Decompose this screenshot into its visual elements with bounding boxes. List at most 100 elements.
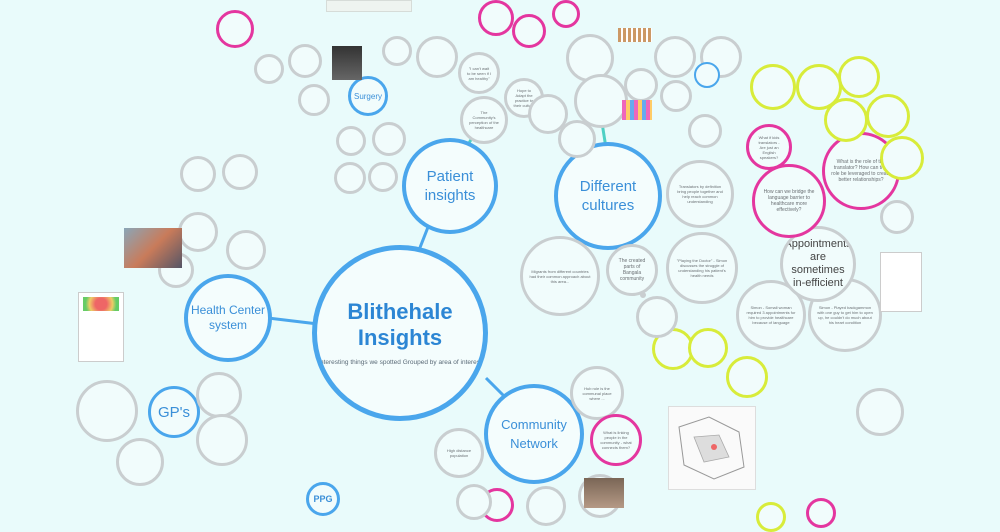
small-circle[interactable] — [558, 120, 596, 158]
small-circle — [640, 292, 646, 298]
note-text: What if kids translators - Are just an E… — [758, 134, 780, 160]
small-blue-circle[interactable] — [694, 62, 720, 88]
note-trust[interactable]: "I can't wait to be seen if I am healthy… — [458, 52, 500, 94]
question-kids-translators[interactable]: What if kids translators - Are just an E… — [746, 124, 792, 170]
poster-thumbnail — [880, 252, 922, 312]
prezi-canvas: Blithehale Insights Interesting things w… — [76, 0, 924, 532]
map-icon — [678, 416, 745, 480]
main-circle[interactable]: Blithehale Insights Interesting things w… — [312, 245, 488, 421]
small-circle[interactable] — [856, 388, 904, 436]
question-top-2[interactable] — [512, 14, 546, 48]
idea-5[interactable] — [866, 94, 910, 138]
hub-surgery[interactable]: Surgery — [348, 76, 388, 116]
idea-8[interactable] — [688, 328, 728, 368]
note-text: Hope to Adapt the practice to their cult… — [513, 88, 535, 108]
small-circle[interactable] — [368, 162, 398, 192]
idea-1[interactable] — [750, 64, 796, 110]
small-circle[interactable] — [528, 94, 568, 134]
chart-thumbnail — [618, 28, 652, 42]
question-top-left[interactable] — [216, 10, 254, 48]
hub-label: GP's — [157, 403, 191, 421]
note-text: Translators by definition bring people t… — [677, 184, 723, 204]
question-what-linking[interactable]: What is linking people in the community … — [590, 414, 642, 466]
clinic-photo — [124, 228, 182, 268]
note-text: Migrants from different countries had th… — [529, 268, 591, 284]
main-title: Blithehale Insights — [347, 299, 453, 350]
small-circle[interactable] — [526, 486, 566, 526]
note-appointments[interactable]: Appointments are sometimes in-efficient — [780, 226, 856, 302]
small-circle[interactable] — [336, 126, 366, 156]
small-circle[interactable] — [76, 380, 138, 442]
note-community-perception[interactable]: The Community's perception of the health… — [460, 96, 508, 144]
small-circle[interactable] — [456, 484, 492, 520]
small-circle[interactable] — [222, 154, 258, 190]
question-bridge-language[interactable]: How can we bridge the language barrier t… — [752, 164, 826, 238]
note-migrants[interactable]: Migrants from different countries had th… — [520, 236, 600, 316]
device-photo — [332, 46, 362, 80]
hub-ppg[interactable]: PPG — [306, 482, 340, 516]
hub-label: Health Center system — [190, 303, 266, 332]
note-translators[interactable]: Translators by definition bring people t… — [666, 160, 734, 228]
small-circle[interactable] — [654, 36, 696, 78]
small-circle[interactable] — [334, 162, 366, 194]
small-circle[interactable] — [372, 122, 406, 156]
small-circle[interactable] — [636, 296, 678, 338]
small-circle[interactable] — [624, 68, 658, 102]
hub-gps[interactable]: GP's — [148, 386, 200, 438]
note-created-parts[interactable]: The created parts of Bangala community — [606, 244, 658, 296]
note-text: Simon - Somali woman required 3 appointm… — [746, 305, 796, 325]
note-text: "I can't wait to be seen if I am healthy… — [467, 65, 492, 81]
small-circle[interactable] — [298, 84, 330, 116]
note-text: "Playing the Doctor" - Simon discusses t… — [676, 258, 728, 278]
top-thumbnail — [326, 0, 412, 12]
idea-9[interactable] — [726, 356, 768, 398]
note-hub-role[interactable]: Hub role is the communal place where ... — [570, 366, 624, 420]
small-circle[interactable] — [196, 372, 242, 418]
question-bottom-right[interactable] — [806, 498, 836, 528]
small-circle[interactable] — [288, 44, 322, 78]
idea-10[interactable] — [756, 502, 786, 532]
leaflet-graphic — [83, 297, 119, 311]
small-circle[interactable] — [180, 156, 216, 192]
small-circle[interactable] — [226, 230, 266, 270]
hub-label: Different cultures — [579, 178, 637, 214]
connector-community — [484, 376, 506, 398]
hub-different-cultures[interactable]: Different cultures — [554, 142, 662, 250]
group-photo — [584, 478, 624, 508]
note-playing-doctor[interactable]: "Playing the Doctor" - Simon discusses t… — [666, 232, 738, 304]
connector-health-center — [267, 316, 319, 326]
hub-label: Patient insights — [424, 168, 476, 204]
note-text: The Community's perception of the health… — [469, 110, 499, 130]
hub-patient-insights[interactable]: Patient insights — [402, 138, 498, 234]
question-top-1[interactable] — [478, 0, 514, 36]
main-subtitle: Interesting things we spotted Grouped by… — [318, 359, 482, 366]
idea-6[interactable] — [880, 136, 924, 180]
hub-label: Surgery — [353, 91, 382, 101]
map-thumbnail — [668, 406, 756, 490]
note-text: Simon - Played backgammon with one guy t… — [817, 305, 873, 325]
small-circle[interactable] — [880, 200, 914, 234]
note-text: What is the role of the translator? How … — [831, 159, 891, 183]
small-circle[interactable] — [254, 54, 284, 84]
note-text: Hub role is the communal place where ... — [582, 385, 612, 401]
note-text: How can we bridge the language barrier t… — [763, 189, 815, 213]
small-circle[interactable] — [416, 36, 458, 78]
note-text: The created parts of Bangala community — [618, 258, 646, 282]
small-circle[interactable] — [660, 80, 692, 112]
hub-label: Community Network — [501, 417, 567, 451]
hub-health-center[interactable]: Health Center system — [184, 274, 272, 362]
note-high-distance[interactable]: High distance population — [434, 428, 484, 478]
small-circle[interactable] — [178, 212, 218, 252]
note-text: What is linking people in the community … — [600, 430, 632, 450]
hub-community-network[interactable]: Community Network — [484, 384, 584, 484]
small-circle[interactable] — [688, 114, 722, 148]
color-swatch-thumbnail — [622, 100, 652, 120]
small-circle[interactable] — [196, 414, 248, 466]
small-circle[interactable] — [382, 36, 412, 66]
note-text: High distance population — [446, 448, 472, 458]
small-circle[interactable] — [116, 438, 164, 486]
hub-label: PPG — [313, 493, 333, 504]
idea-4[interactable] — [824, 98, 868, 142]
question-top-3[interactable] — [552, 0, 580, 28]
idea-3[interactable] — [838, 56, 880, 98]
